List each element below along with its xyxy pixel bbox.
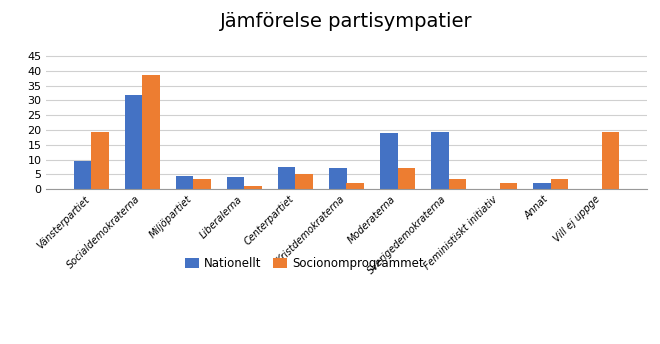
- Bar: [143, 75, 160, 189]
- Bar: [244, 186, 262, 189]
- Bar: [449, 179, 467, 189]
- Bar: [91, 131, 109, 189]
- Title: Jämförelse partisympatier: Jämförelse partisympatier: [220, 12, 473, 31]
- Bar: [125, 95, 143, 189]
- Bar: [296, 174, 314, 189]
- Bar: [329, 169, 346, 189]
- Bar: [397, 169, 415, 189]
- Bar: [379, 133, 397, 189]
- Bar: [550, 179, 568, 189]
- Bar: [193, 179, 211, 189]
- Bar: [176, 176, 193, 189]
- Bar: [533, 183, 550, 189]
- Bar: [278, 167, 296, 189]
- Bar: [500, 183, 517, 189]
- Bar: [346, 183, 364, 189]
- Bar: [602, 131, 620, 189]
- Bar: [431, 131, 449, 189]
- Bar: [226, 178, 244, 189]
- Legend: Nationellt, Socionomprogrammet: Nationellt, Socionomprogrammet: [180, 252, 428, 275]
- Bar: [73, 161, 91, 189]
